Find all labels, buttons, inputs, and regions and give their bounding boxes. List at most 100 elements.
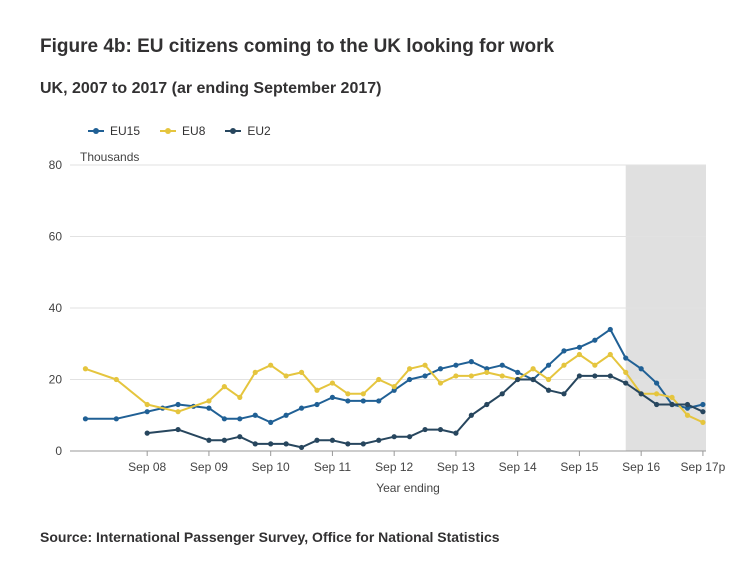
legend-item-eu2[interactable]: EU2 xyxy=(225,124,271,138)
data-point-eu15[interactable] xyxy=(206,405,212,411)
data-point-eu8[interactable] xyxy=(607,351,613,358)
data-point-eu15[interactable] xyxy=(82,416,89,422)
data-point-eu2[interactable] xyxy=(468,412,474,418)
data-point-eu8[interactable] xyxy=(407,366,413,372)
data-point-eu8[interactable] xyxy=(391,384,397,390)
data-point-eu15[interactable] xyxy=(654,380,660,386)
data-point-eu8[interactable] xyxy=(221,384,227,390)
data-point-eu15[interactable] xyxy=(314,401,320,408)
data-point-eu2[interactable] xyxy=(376,437,382,443)
data-point-eu15[interactable] xyxy=(252,412,258,418)
data-point-eu15[interactable] xyxy=(437,366,444,372)
data-point-eu8[interactable] xyxy=(545,376,552,383)
data-point-eu8[interactable] xyxy=(654,391,660,397)
data-point-eu15[interactable] xyxy=(515,369,521,375)
data-point-eu2[interactable] xyxy=(175,426,181,433)
data-point-eu15[interactable] xyxy=(576,344,583,350)
data-point-eu2[interactable] xyxy=(530,376,536,383)
data-point-eu15[interactable] xyxy=(684,405,691,411)
data-point-eu15[interactable] xyxy=(360,398,366,404)
data-point-eu8[interactable] xyxy=(329,380,336,386)
data-point-eu15[interactable] xyxy=(268,419,274,425)
data-point-eu2[interactable] xyxy=(437,426,444,433)
data-point-eu15[interactable] xyxy=(453,362,459,368)
data-point-eu8[interactable] xyxy=(453,373,459,379)
data-point-eu8[interactable] xyxy=(206,398,212,404)
data-point-eu2[interactable] xyxy=(221,437,227,443)
data-point-eu15[interactable] xyxy=(345,398,351,404)
data-point-eu2[interactable] xyxy=(206,437,212,443)
data-point-eu15[interactable] xyxy=(407,376,413,383)
data-point-eu2[interactable] xyxy=(484,401,490,408)
data-point-eu2[interactable] xyxy=(607,373,613,379)
data-point-eu2[interactable] xyxy=(576,373,583,379)
data-point-eu15[interactable] xyxy=(484,366,490,372)
data-point-eu15[interactable] xyxy=(283,412,289,418)
data-point-eu8[interactable] xyxy=(298,369,305,375)
data-point-eu2[interactable] xyxy=(283,441,289,447)
data-point-eu15[interactable] xyxy=(607,326,613,333)
data-point-eu15[interactable] xyxy=(422,373,428,379)
data-point-eu8[interactable] xyxy=(592,362,598,368)
data-point-eu8[interactable] xyxy=(376,376,382,383)
data-point-eu8[interactable] xyxy=(530,366,536,372)
data-point-eu2[interactable] xyxy=(654,401,660,408)
data-point-eu15[interactable] xyxy=(144,409,150,415)
data-point-eu2[interactable] xyxy=(329,437,336,443)
data-point-eu8[interactable] xyxy=(484,369,490,375)
data-point-eu2[interactable] xyxy=(144,430,150,436)
data-point-eu15[interactable] xyxy=(237,416,243,422)
data-point-eu15[interactable] xyxy=(700,401,706,408)
data-point-eu2[interactable] xyxy=(391,434,397,440)
data-point-eu15[interactable] xyxy=(175,401,181,408)
data-point-eu2[interactable] xyxy=(669,401,675,408)
data-point-eu8[interactable] xyxy=(468,373,474,379)
data-point-eu8[interactable] xyxy=(113,376,119,383)
legend-item-eu8[interactable]: EU8 xyxy=(160,124,205,138)
data-point-eu15[interactable] xyxy=(623,355,629,361)
data-point-eu2[interactable] xyxy=(298,444,305,451)
data-point-eu2[interactable] xyxy=(345,441,351,447)
data-point-eu8[interactable] xyxy=(360,391,366,397)
data-point-eu15[interactable] xyxy=(468,359,474,365)
data-point-eu15[interactable] xyxy=(113,416,119,422)
legend-item-eu15[interactable]: EU15 xyxy=(88,124,140,138)
data-point-eu2[interactable] xyxy=(453,430,459,436)
data-point-eu15[interactable] xyxy=(545,362,552,368)
data-point-eu2[interactable] xyxy=(314,437,320,443)
data-point-eu8[interactable] xyxy=(252,369,258,375)
data-point-eu8[interactable] xyxy=(561,362,567,368)
data-point-eu2[interactable] xyxy=(407,434,413,440)
data-point-eu2[interactable] xyxy=(561,391,567,397)
data-point-eu15[interactable] xyxy=(499,362,505,368)
data-point-eu15[interactable] xyxy=(298,405,305,411)
data-point-eu2[interactable] xyxy=(237,434,243,440)
data-point-eu15[interactable] xyxy=(638,366,644,372)
data-point-eu8[interactable] xyxy=(669,394,675,400)
data-point-eu8[interactable] xyxy=(283,373,289,379)
data-point-eu8[interactable] xyxy=(82,366,89,372)
data-point-eu15[interactable] xyxy=(376,398,382,404)
data-point-eu2[interactable] xyxy=(360,441,366,447)
data-point-eu8[interactable] xyxy=(437,380,444,386)
data-point-eu15[interactable] xyxy=(221,416,227,422)
data-point-eu8[interactable] xyxy=(700,419,706,425)
data-point-eu8[interactable] xyxy=(314,387,320,393)
data-point-eu15[interactable] xyxy=(592,337,598,343)
data-point-eu2[interactable] xyxy=(515,376,521,383)
data-point-eu2[interactable] xyxy=(638,391,644,397)
data-point-eu2[interactable] xyxy=(252,441,258,447)
data-point-eu8[interactable] xyxy=(684,412,691,418)
data-point-eu2[interactable] xyxy=(422,426,428,433)
data-point-eu8[interactable] xyxy=(237,394,243,400)
data-point-eu8[interactable] xyxy=(345,391,351,397)
data-point-eu8[interactable] xyxy=(623,369,629,375)
data-point-eu2[interactable] xyxy=(700,409,706,415)
data-point-eu8[interactable] xyxy=(175,409,181,415)
data-point-eu2[interactable] xyxy=(592,373,598,379)
data-point-eu15[interactable] xyxy=(561,348,567,354)
data-point-eu15[interactable] xyxy=(329,394,336,400)
data-point-eu15[interactable] xyxy=(391,387,397,393)
data-point-eu8[interactable] xyxy=(268,362,274,368)
data-point-eu8[interactable] xyxy=(576,351,583,358)
